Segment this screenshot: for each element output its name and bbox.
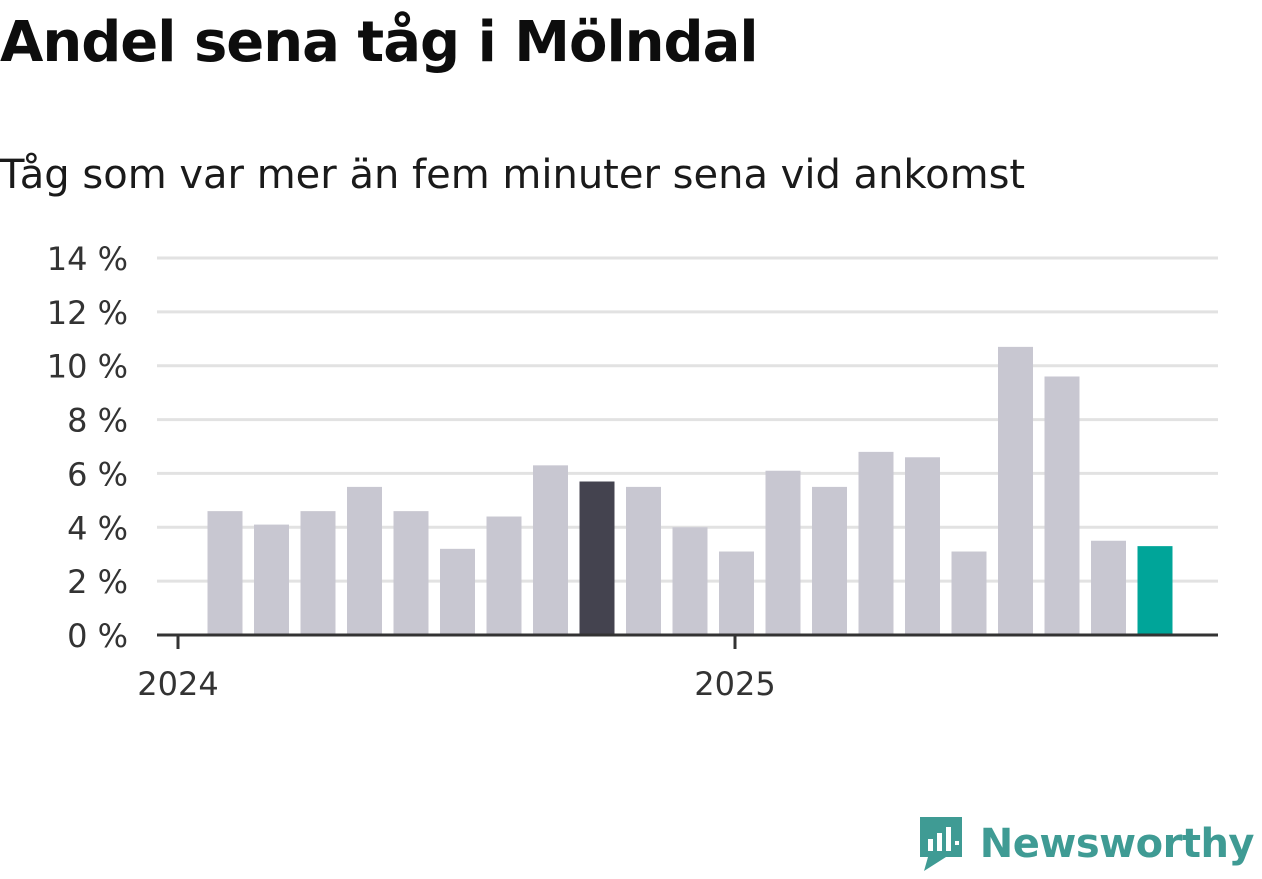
- bar: [812, 486, 847, 635]
- bar: [626, 486, 661, 635]
- x-tick-label: 2025: [694, 665, 775, 703]
- bar: [440, 548, 475, 635]
- bar: [533, 465, 568, 635]
- x-tick-label: 2024: [137, 665, 218, 703]
- bar: [998, 346, 1033, 635]
- bar: [347, 486, 382, 635]
- newsworthy-brand: Newsworthy: [916, 815, 1255, 873]
- bar: [951, 551, 987, 635]
- y-tick-label: 4 %: [67, 509, 128, 547]
- bar: [393, 511, 429, 635]
- y-tick-label: 10 %: [47, 348, 128, 386]
- bar: [486, 516, 522, 635]
- y-tick-label: 14 %: [47, 240, 128, 278]
- chart-title: Andel sena tåg i Mölndal: [0, 10, 759, 75]
- y-tick-label: 12 %: [47, 294, 128, 332]
- bar: [1044, 376, 1080, 635]
- bar: [207, 511, 243, 635]
- y-tick-label: 6 %: [67, 455, 128, 493]
- y-tick-label: 2 %: [67, 563, 128, 601]
- tick-labels: 0 % 2 % 4 % 6 % 8 % 10 % 12 % 14 % 2024 2025: [47, 240, 776, 703]
- bar: [672, 527, 708, 635]
- bar: [858, 451, 894, 635]
- bar: [1091, 540, 1126, 635]
- bar: [719, 551, 754, 635]
- brand-name: Newsworthy: [979, 821, 1255, 867]
- y-tick-label: 8 %: [67, 402, 128, 440]
- bar: [765, 470, 801, 635]
- bar: [300, 511, 336, 635]
- chart-subtitle: Tåg som var mer än fem minuter sena vid …: [0, 152, 1026, 198]
- bar: [905, 457, 940, 635]
- bar: [579, 481, 615, 635]
- bars: [207, 346, 1173, 635]
- y-tick-label: 0 %: [67, 617, 128, 655]
- newsworthy-logo-icon: [919, 817, 962, 871]
- bar: [1137, 546, 1173, 635]
- x-axis: [157, 633, 1218, 649]
- bar: [254, 524, 289, 635]
